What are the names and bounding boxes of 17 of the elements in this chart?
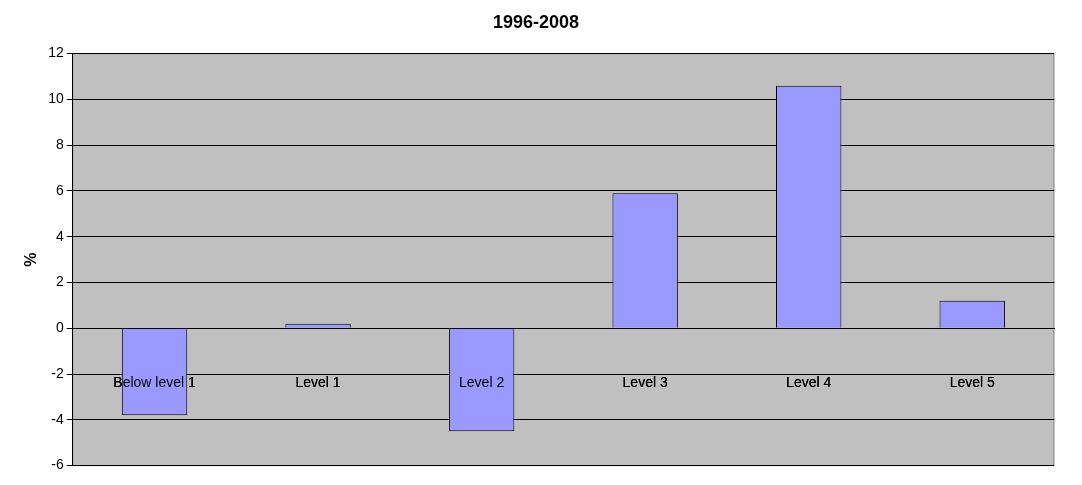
y-tick-label: 2	[55, 273, 64, 290]
y-tick-label: 6	[55, 181, 64, 198]
y-tick-label: -4	[51, 410, 64, 427]
y-tick-label: 0	[55, 319, 64, 336]
y-tick-label: -6	[51, 456, 64, 473]
y-tick-label: -2	[51, 364, 64, 381]
x-tick-label: Level 5	[949, 373, 996, 390]
x-tick-label: Level 1	[295, 373, 341, 390]
x-tick-label: Level 2	[459, 373, 505, 390]
y-tick-label: 4	[55, 227, 64, 244]
y-tick-label: 10	[48, 90, 64, 107]
x-tick-label: Level 4	[786, 373, 832, 390]
y-tick-label: 12	[48, 44, 64, 61]
x-tick-label: Level 3	[622, 373, 668, 390]
y-tick-label: 8	[55, 136, 64, 153]
chart-title: 1996-2008	[492, 11, 580, 32]
y-axis-title: %	[22, 252, 40, 267]
